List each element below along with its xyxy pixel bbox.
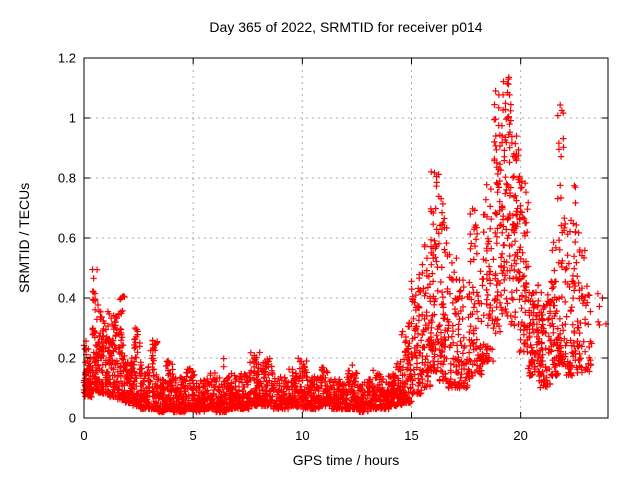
x-tick-label: 10 bbox=[295, 428, 309, 443]
y-tick-label: 0.8 bbox=[58, 171, 76, 186]
chart-title: Day 365 of 2022, SRMTID for receiver p01… bbox=[209, 19, 483, 35]
y-tick-label: 0.6 bbox=[58, 231, 76, 246]
x-tick-label: 0 bbox=[80, 428, 87, 443]
x-tick-label: 15 bbox=[404, 428, 418, 443]
y-tick-label: 0 bbox=[69, 411, 76, 426]
y-tick-label: 0.2 bbox=[58, 351, 76, 366]
y-axis-label: SRMTID / TECUs bbox=[16, 182, 32, 294]
y-tick-label: 0.4 bbox=[58, 291, 76, 306]
x-axis-label: GPS time / hours bbox=[292, 452, 400, 468]
x-tick-label: 5 bbox=[190, 428, 197, 443]
y-tick-label: 1 bbox=[69, 111, 76, 126]
x-tick-label: 20 bbox=[513, 428, 527, 443]
data-points-srmtid bbox=[80, 74, 610, 416]
y-tick-label: 1.2 bbox=[58, 51, 76, 66]
